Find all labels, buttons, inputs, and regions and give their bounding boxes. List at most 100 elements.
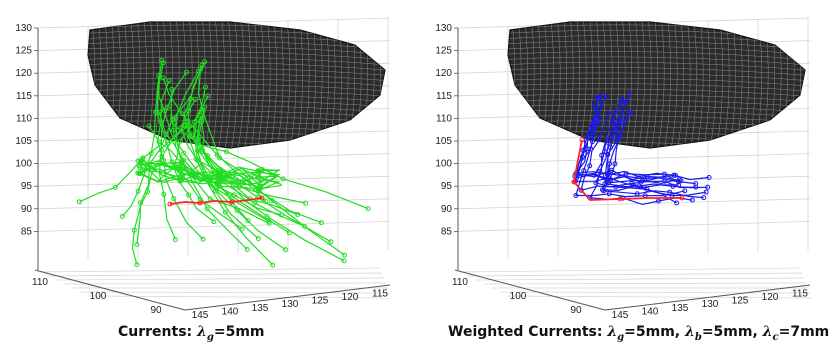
p0-target-fiber-marker [167, 201, 173, 207]
p0-fiber-line-marker [119, 214, 125, 219]
p1-fiber-line-marker [626, 109, 632, 115]
caption-right: Weighted Currents: λg=5mm, λb=5mm, λc=7m… [448, 324, 829, 343]
p1-target-fiber-marker [617, 196, 623, 202]
p0-fiber-line-marker [185, 118, 191, 124]
p0-mesh-parallel [88, 93, 385, 103]
p0-fiber-line [194, 95, 286, 251]
p0-fiber-line-marker [192, 96, 198, 102]
p1-mesh-meridian [643, 22, 652, 148]
p0-fiber-line-marker [302, 224, 308, 229]
p1-fiber-line-marker [613, 184, 619, 190]
p0-z-tick-label: 115 [16, 91, 32, 102]
p1-fiber-line-marker [701, 195, 707, 201]
p0-fiber-line-marker [136, 163, 142, 169]
p1-z-tick-label: 120 [435, 68, 452, 79]
p0-z-tick-label: 130 [15, 23, 32, 34]
p1-fiber-line-marker [705, 184, 711, 190]
p1-floor-grid [483, 282, 807, 285]
p0-fiber-line-marker [256, 186, 262, 192]
p0-z-tick-label: 125 [15, 46, 32, 57]
p1-fiber-line-marker [703, 189, 709, 195]
p1-floor-grid [467, 272, 803, 277]
p0-fiber-line-marker [255, 174, 261, 180]
p0-fiber-line-marker [175, 161, 181, 167]
p0-y-axis [34, 269, 186, 311]
p1-floor-grid [499, 291, 811, 294]
p1-mesh-meridian [617, 22, 626, 148]
p0-fiber-line-marker [131, 227, 137, 233]
p0-mesh-meridian [223, 22, 232, 148]
p1-target-fiber [573, 139, 682, 201]
p0-target-fiber-marker [229, 199, 235, 205]
p1-mesh-parallel [508, 83, 805, 92]
p0-x-tick-label: 130 [282, 299, 299, 310]
p0-mesh-parallel [88, 147, 385, 148]
p0-fiber-line-marker [179, 171, 185, 177]
p0-fiber-line-marker [172, 120, 178, 126]
p1-mesh-parallel [508, 104, 805, 113]
p0-fiber-line-marker [161, 191, 167, 197]
p1-z-tick-label: 105 [435, 136, 452, 147]
p1-target-fiber-marker [579, 137, 585, 143]
p1-x-tick-label: 120 [762, 292, 779, 303]
p0-mesh-meridian [282, 22, 290, 148]
p1-fiber-line-marker [641, 185, 647, 190]
p1-fiber-line-marker [606, 191, 612, 197]
p0-fiber-line-marker [159, 57, 165, 63]
p1-mesh-meridian [807, 15, 814, 155]
p0-fiber-line-marker [161, 108, 167, 113]
p0-x-tick-label: 135 [252, 303, 269, 314]
caption-left: Currents: λg=5mm [118, 324, 265, 343]
p1-x-tick-label: 145 [612, 310, 629, 320]
p0-mesh-meridian [204, 22, 212, 148]
p1-mesh-parallel [508, 61, 805, 72]
p1-mesh-meridian [695, 22, 704, 148]
p1-mesh-parallel [508, 99, 805, 108]
p1-fiber-line-marker [623, 171, 629, 177]
p0-fiber-line [180, 99, 306, 204]
p0-mesh-parallel [88, 104, 385, 113]
p1-mesh-meridian [508, 22, 509, 148]
p0-fiber-bundle [76, 57, 371, 268]
p1-fiber-line [575, 117, 677, 204]
p0-mesh-meridian [88, 22, 89, 148]
p0-mesh-meridian [249, 22, 258, 148]
p1-target-fiber-marker [679, 195, 685, 201]
p1-mesh-meridian [650, 22, 658, 148]
p1-mesh-parallel [508, 72, 805, 82]
p1-fiber-line-marker [676, 182, 682, 188]
caption-left-prefix: Currents: [118, 324, 198, 340]
p1-fiber-line-marker [573, 193, 579, 198]
p0-mesh-parallel [88, 77, 385, 87]
p0-fiber-line-marker [177, 178, 183, 184]
p0-fiber-line-marker [170, 127, 176, 133]
p1-fiber-line-marker [603, 93, 609, 99]
p0-fiber-line [183, 98, 332, 243]
p0-fiber-line-marker [258, 177, 264, 183]
p0-fiber-line-marker [148, 151, 154, 156]
p0-mesh-parallel [88, 67, 385, 77]
p0-fiber-line-marker [205, 93, 211, 99]
p0-mesh-parallel [88, 45, 385, 56]
p0-fiber-line-marker [173, 115, 179, 121]
p1-floor-grid [459, 267, 801, 273]
p1-x-tick-label: 135 [672, 303, 689, 314]
p0-floor-grid [39, 267, 381, 273]
p0-fiber-line-marker [184, 69, 189, 75]
p1-fiber-line-marker [595, 96, 600, 102]
p0-mesh-parallel [88, 99, 385, 108]
p1-fiber-line-marker [578, 187, 584, 193]
caption-right-lambda-b-sub: b [694, 331, 702, 343]
p0-z-tick-label: 120 [15, 68, 32, 79]
p0-x-tick-label: 140 [222, 306, 239, 317]
p0-fiber-line [121, 60, 163, 217]
p0-z-tick-label: 90 [21, 204, 33, 215]
p0-fiber-line-marker [255, 236, 261, 242]
p0-floor-grid [55, 277, 385, 281]
p1-fiber-line-marker [615, 135, 621, 141]
p0-fiber-line [137, 160, 279, 188]
p0-fiber-line-marker [166, 78, 172, 84]
caption-left-lambda-g-sub: g [206, 331, 214, 343]
p0-fiber-line-marker [216, 183, 222, 189]
p0-fiber-line-marker [200, 236, 206, 242]
